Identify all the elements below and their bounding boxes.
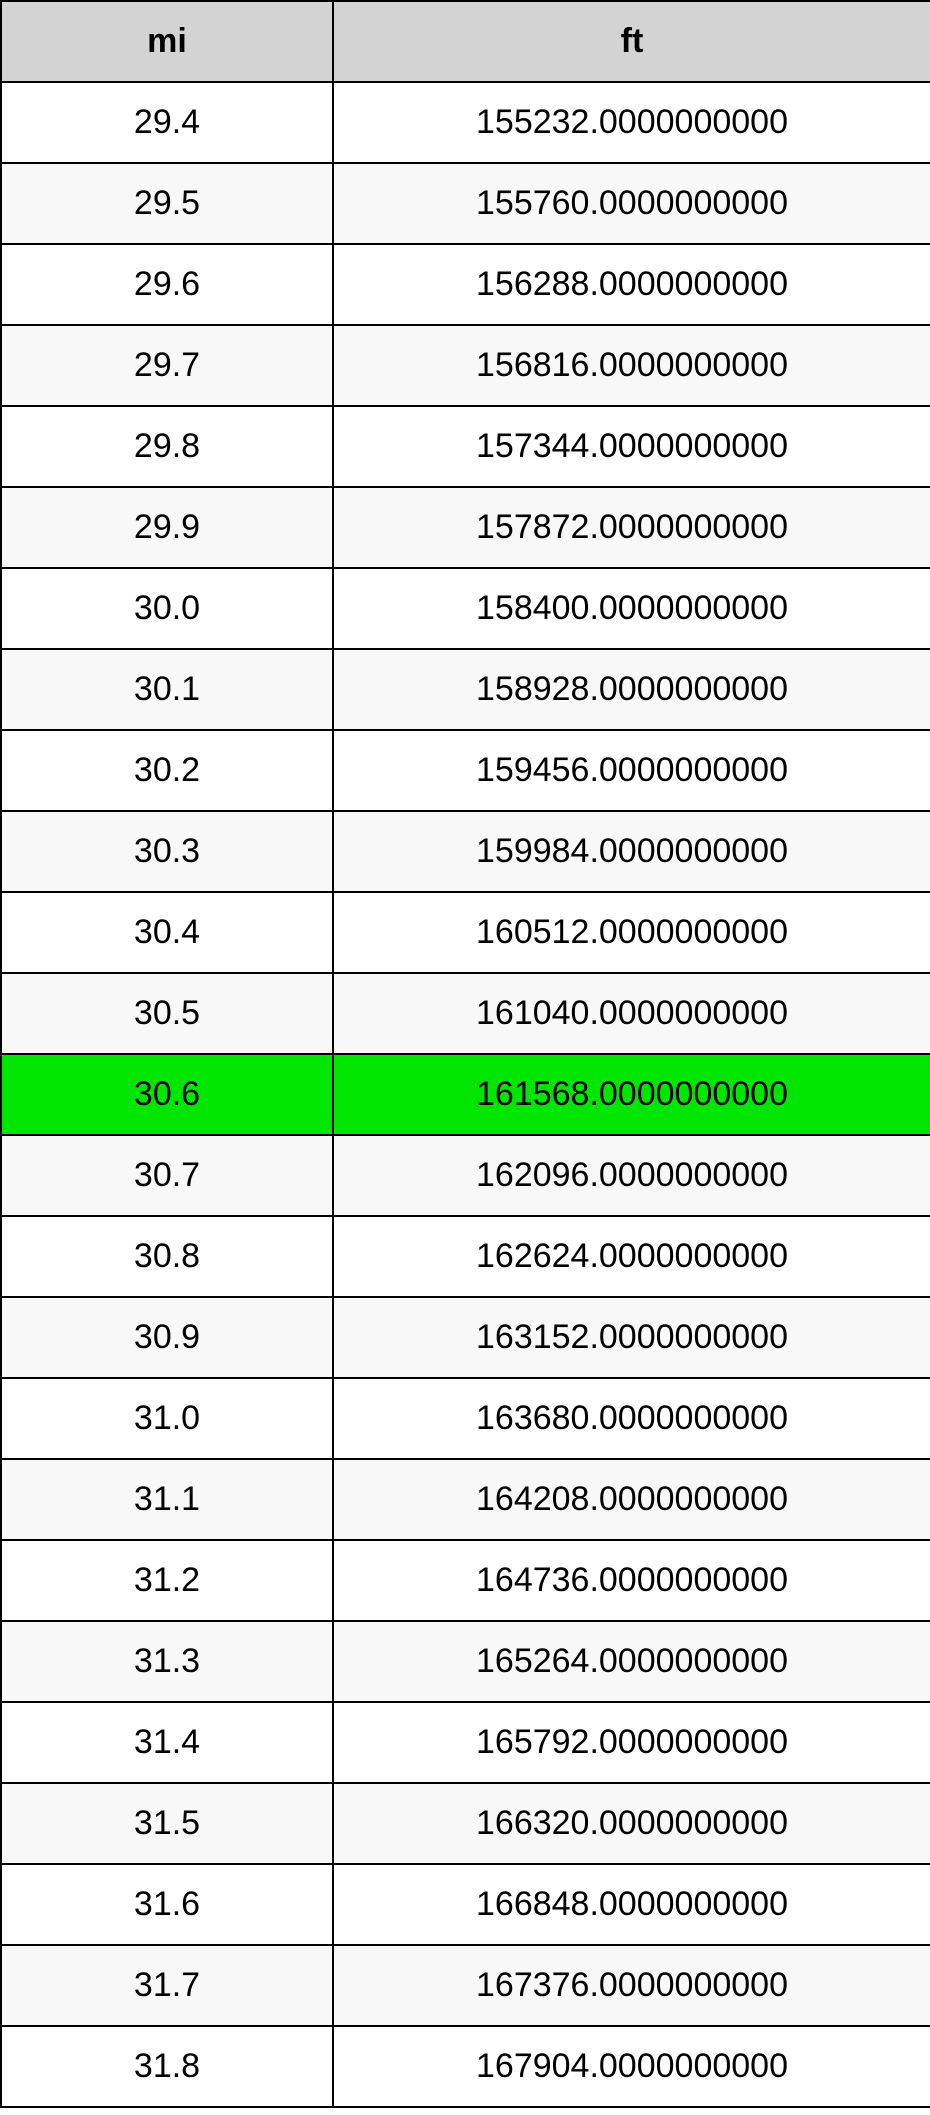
cell-mi: 30.8 — [1, 1216, 333, 1297]
cell-ft: 158928.0000000000 — [333, 649, 930, 730]
cell-mi: 31.2 — [1, 1540, 333, 1621]
cell-ft: 167904.0000000000 — [333, 2026, 930, 2107]
cell-ft: 160512.0000000000 — [333, 892, 930, 973]
cell-ft: 156816.0000000000 — [333, 325, 930, 406]
cell-ft: 157344.0000000000 — [333, 406, 930, 487]
cell-ft: 156288.0000000000 — [333, 244, 930, 325]
table-row: 31.2164736.0000000000 — [1, 1540, 930, 1621]
cell-ft: 166848.0000000000 — [333, 1864, 930, 1945]
cell-ft: 159456.0000000000 — [333, 730, 930, 811]
cell-ft: 157872.0000000000 — [333, 487, 930, 568]
cell-ft: 161040.0000000000 — [333, 973, 930, 1054]
table-header: mi ft — [1, 1, 930, 82]
cell-mi: 29.9 — [1, 487, 333, 568]
header-row: mi ft — [1, 1, 930, 82]
cell-mi: 30.0 — [1, 568, 333, 649]
table-row: 29.5155760.0000000000 — [1, 163, 930, 244]
cell-ft: 167376.0000000000 — [333, 1945, 930, 2026]
table-row: 30.3159984.0000000000 — [1, 811, 930, 892]
cell-mi: 29.4 — [1, 82, 333, 163]
cell-ft: 161568.0000000000 — [333, 1054, 930, 1135]
cell-mi: 30.7 — [1, 1135, 333, 1216]
table-row: 31.6166848.0000000000 — [1, 1864, 930, 1945]
cell-mi: 30.6 — [1, 1054, 333, 1135]
cell-mi: 31.1 — [1, 1459, 333, 1540]
table-body: 29.4155232.000000000029.5155760.00000000… — [1, 82, 930, 2107]
cell-ft: 162624.0000000000 — [333, 1216, 930, 1297]
table-row: 31.0163680.0000000000 — [1, 1378, 930, 1459]
cell-mi: 31.7 — [1, 1945, 333, 2026]
table-row: 30.1158928.0000000000 — [1, 649, 930, 730]
cell-mi: 31.6 — [1, 1864, 333, 1945]
table-row: 31.7167376.0000000000 — [1, 1945, 930, 2026]
table-row: 30.0158400.0000000000 — [1, 568, 930, 649]
cell-ft: 155232.0000000000 — [333, 82, 930, 163]
table-row: 29.4155232.0000000000 — [1, 82, 930, 163]
cell-mi: 30.4 — [1, 892, 333, 973]
table-row: 30.9163152.0000000000 — [1, 1297, 930, 1378]
cell-mi: 29.8 — [1, 406, 333, 487]
cell-mi: 29.5 — [1, 163, 333, 244]
cell-mi: 30.9 — [1, 1297, 333, 1378]
cell-mi: 30.5 — [1, 973, 333, 1054]
table-row: 29.7156816.0000000000 — [1, 325, 930, 406]
cell-ft: 155760.0000000000 — [333, 163, 930, 244]
cell-mi: 30.1 — [1, 649, 333, 730]
table-row: 30.5161040.0000000000 — [1, 973, 930, 1054]
table-row: 29.8157344.0000000000 — [1, 406, 930, 487]
table-row: 31.4165792.0000000000 — [1, 1702, 930, 1783]
cell-ft: 158400.0000000000 — [333, 568, 930, 649]
header-mi: mi — [1, 1, 333, 82]
cell-mi: 30.3 — [1, 811, 333, 892]
cell-mi: 30.2 — [1, 730, 333, 811]
cell-mi: 29.6 — [1, 244, 333, 325]
cell-ft: 163680.0000000000 — [333, 1378, 930, 1459]
table-row: 30.2159456.0000000000 — [1, 730, 930, 811]
cell-mi: 31.5 — [1, 1783, 333, 1864]
cell-mi: 31.4 — [1, 1702, 333, 1783]
table-row: 30.8162624.0000000000 — [1, 1216, 930, 1297]
table-row: 31.1164208.0000000000 — [1, 1459, 930, 1540]
table-row: 31.8167904.0000000000 — [1, 2026, 930, 2107]
table-row: 29.9157872.0000000000 — [1, 487, 930, 568]
table-row: 30.7162096.0000000000 — [1, 1135, 930, 1216]
table-row: 29.6156288.0000000000 — [1, 244, 930, 325]
table-row: 31.3165264.0000000000 — [1, 1621, 930, 1702]
cell-ft: 162096.0000000000 — [333, 1135, 930, 1216]
cell-ft: 163152.0000000000 — [333, 1297, 930, 1378]
header-ft: ft — [333, 1, 930, 82]
cell-mi: 29.7 — [1, 325, 333, 406]
conversion-table: mi ft 29.4155232.000000000029.5155760.00… — [0, 0, 930, 2108]
cell-ft: 166320.0000000000 — [333, 1783, 930, 1864]
cell-ft: 165792.0000000000 — [333, 1702, 930, 1783]
cell-mi: 31.0 — [1, 1378, 333, 1459]
cell-mi: 31.3 — [1, 1621, 333, 1702]
cell-ft: 164736.0000000000 — [333, 1540, 930, 1621]
cell-ft: 164208.0000000000 — [333, 1459, 930, 1540]
table-row: 30.6161568.0000000000 — [1, 1054, 930, 1135]
cell-ft: 159984.0000000000 — [333, 811, 930, 892]
cell-ft: 165264.0000000000 — [333, 1621, 930, 1702]
table-row: 31.5166320.0000000000 — [1, 1783, 930, 1864]
table-row: 30.4160512.0000000000 — [1, 892, 930, 973]
cell-mi: 31.8 — [1, 2026, 333, 2107]
